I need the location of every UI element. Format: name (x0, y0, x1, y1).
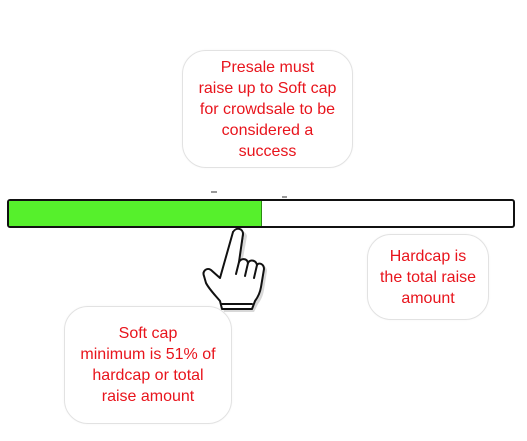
hardcap-callout-text: Hardcap is the total raise amount (380, 246, 476, 309)
softcap-callout: Soft cap minimum is 51% of hardcap or to… (64, 306, 232, 424)
presale-callout: Presale must raise up to Soft cap for cr… (182, 50, 353, 168)
softcap-line: minimum is 51% of (80, 346, 216, 363)
hardcap-callout: Hardcap is the total raise amount (367, 234, 489, 320)
presale-line: Presale must (220, 58, 315, 76)
progress-bar-fill (9, 201, 262, 226)
presale-callout-text: Presale must raise up to Soft cap for cr… (199, 57, 337, 162)
softcap-line: raise amount (101, 388, 195, 405)
softcap-line: hardcap or total (92, 367, 204, 384)
presale-line: considered a (221, 121, 314, 139)
softcap-callout-text: Soft cap minimum is 51% of hardcap or to… (80, 323, 215, 407)
presale-line: success (238, 142, 297, 160)
softcap-line: Soft cap (118, 325, 178, 342)
presale-line: raise up to Soft cap (198, 79, 337, 97)
presale-line: for crowdsale to be (199, 100, 336, 118)
pointing-hand-icon (202, 227, 267, 312)
hardcap-line: Hardcap is (389, 247, 467, 265)
top-tick-right (282, 196, 287, 198)
hardcap-line: amount (401, 289, 455, 307)
top-tick-left (211, 191, 217, 193)
progress-bar (7, 199, 515, 228)
hardcap-line: the total raise (379, 268, 477, 286)
